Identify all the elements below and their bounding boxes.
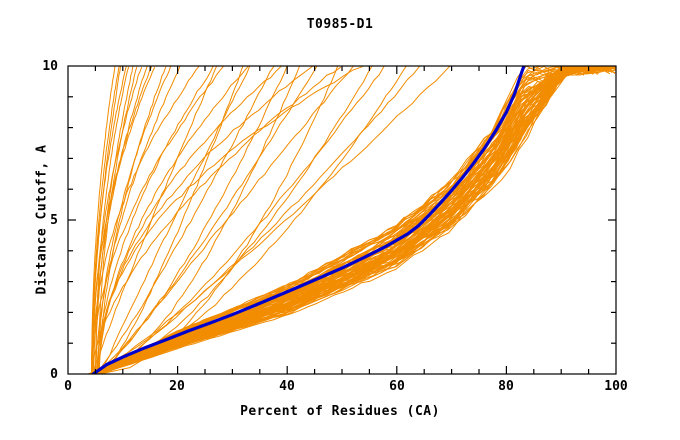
prediction-outlier-curve (91, 66, 225, 374)
prediction-outlier-curve (89, 66, 421, 374)
x-tick-label-20: 20 (169, 379, 185, 394)
x-tick-label-40: 40 (279, 379, 295, 394)
axes-group (67, 65, 617, 375)
x-tick-label-100: 100 (604, 379, 628, 394)
y-tick-label-10: 10 (42, 59, 58, 74)
curve-group (87, 66, 616, 374)
x-tick-label-0: 0 (64, 379, 72, 394)
prediction-outlier-curve (95, 66, 407, 374)
x-tick-label-80: 80 (498, 379, 514, 394)
prediction-outlier-curve (102, 66, 244, 374)
prediction-outlier-curve (103, 66, 354, 374)
prediction-outlier-curve (99, 66, 339, 374)
prediction-outlier-curve (96, 66, 275, 374)
prediction-outlier-curve (92, 66, 218, 374)
prediction-outlier-curve (96, 66, 363, 374)
prediction-outlier-curve (91, 66, 127, 374)
prediction-outlier-curve (91, 66, 200, 374)
x-tick-label-60: 60 (389, 379, 405, 394)
clipped-curves (87, 66, 616, 374)
x-axis-label: Percent of Residues (CA) (240, 404, 440, 419)
prediction-outlier-curve (94, 66, 451, 374)
prediction-outlier-curve (94, 66, 134, 374)
prediction-outlier-curve (91, 66, 116, 374)
prediction-outlier-curve (91, 66, 341, 374)
y-tick-label-5: 5 (50, 213, 58, 228)
prediction-outlier-curve (96, 66, 314, 374)
prediction-outlier-curve (101, 66, 385, 374)
reference-model-curve (91, 66, 526, 374)
prediction-curve (92, 66, 569, 374)
prediction-curve (97, 66, 611, 374)
prediction-curve (97, 66, 614, 374)
prediction-curve (102, 66, 616, 374)
prediction-outlier-curve (97, 66, 373, 374)
prediction-curve (89, 66, 616, 374)
prediction-outlier-curve (95, 66, 181, 374)
prediction-outlier-curve (92, 66, 288, 374)
prediction-curve (96, 66, 613, 374)
prediction-outlier-curve (100, 66, 251, 374)
prediction-outlier-curve (90, 67, 156, 374)
prediction-outlier-curve (96, 66, 214, 374)
prediction-curve (92, 66, 604, 374)
y-tick-label-0: 0 (50, 367, 58, 382)
prediction-curve (94, 66, 609, 374)
chart-title: T0985-D1 (306, 17, 374, 32)
